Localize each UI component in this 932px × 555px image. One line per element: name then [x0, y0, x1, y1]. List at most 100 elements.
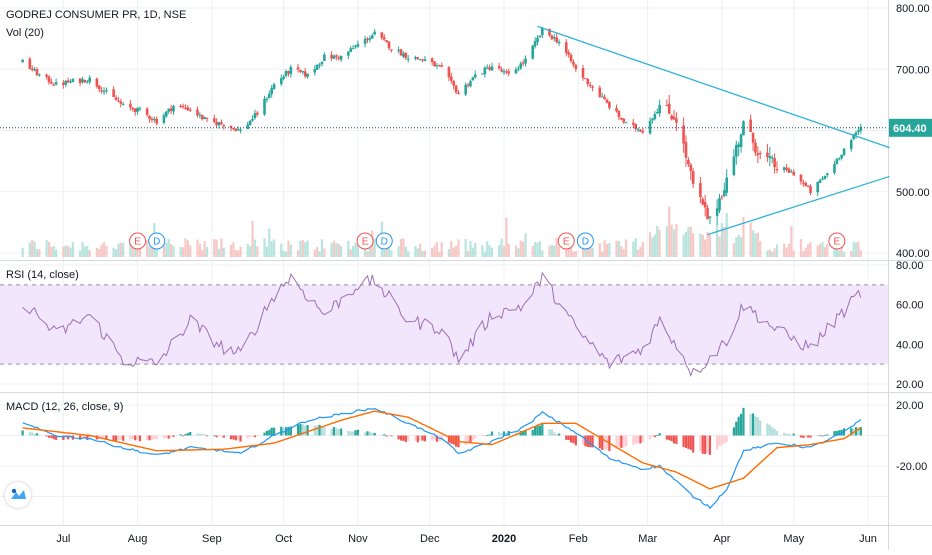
candle-body	[313, 68, 317, 73]
candle-body	[306, 73, 309, 77]
candle-body	[390, 49, 393, 51]
candle-body	[88, 77, 91, 83]
macd-histogram-bar	[670, 435, 673, 442]
event-badge-earnings[interactable]: E	[356, 232, 374, 250]
candle-body	[133, 108, 137, 113]
volume-bar	[165, 242, 168, 257]
volume-bar	[754, 233, 757, 257]
trendlines[interactable]	[537, 25, 890, 236]
volume-bar	[498, 245, 501, 257]
macd-histogram-bar	[320, 426, 324, 436]
candle-body	[179, 105, 182, 107]
candle-body	[385, 40, 388, 43]
candle-body	[588, 84, 592, 86]
candle-body	[617, 110, 621, 118]
price-axis[interactable]: 400.00500.00600.00700.00800.0020.0040.00…	[889, 3, 932, 473]
candle-body	[38, 74, 41, 76]
volume-bar	[541, 250, 544, 257]
candle-body	[615, 108, 618, 112]
candle-body	[825, 173, 829, 175]
volume-bar	[447, 248, 451, 257]
rsi-title[interactable]: RSI (14, close)	[6, 269, 79, 281]
macd-histogram-bar	[756, 417, 759, 436]
macd-histogram-bar	[807, 435, 810, 438]
candle-body	[184, 107, 187, 109]
volume-bar	[100, 244, 103, 257]
volume-bar	[306, 240, 309, 257]
macd-histogram-bar	[316, 425, 319, 436]
event-badge-earnings[interactable]: E	[557, 232, 575, 250]
volume-bar	[421, 250, 424, 257]
candle-body	[723, 190, 726, 197]
rsi-line	[22, 271, 862, 378]
candle-body	[186, 107, 190, 111]
volume-bar	[692, 233, 695, 257]
volume-bar	[557, 246, 561, 257]
candle-body	[402, 53, 405, 57]
volume-bar	[555, 237, 558, 257]
volume-bar	[373, 238, 376, 257]
volume-bar	[819, 243, 822, 257]
macd-histogram-bar	[699, 435, 702, 452]
volume-bar	[802, 251, 805, 257]
candle-body	[71, 79, 75, 82]
volume-bar	[790, 226, 793, 257]
event-badge-earnings[interactable]: E	[828, 232, 846, 250]
volume-title[interactable]: Vol (20)	[6, 27, 44, 39]
tradingview-logo-icon[interactable]	[5, 482, 31, 508]
event-badge-dividend[interactable]: D	[375, 232, 393, 250]
candle-body	[857, 130, 860, 132]
macd-histogram-bar	[203, 434, 206, 436]
macd-histogram-bar	[354, 430, 357, 436]
candle-body	[584, 78, 587, 80]
candle-body	[296, 67, 300, 70]
candle-body	[852, 134, 855, 139]
candle-body	[454, 85, 458, 93]
volume-bar	[807, 243, 810, 257]
macd-histogram-bar	[787, 433, 791, 436]
time-axis-label: 2020	[492, 533, 516, 545]
macd-histogram-bar	[387, 435, 391, 437]
volume-bar	[658, 229, 661, 257]
volume-bar	[639, 247, 642, 257]
macd-histogram-bar	[196, 433, 199, 436]
volume-bar	[565, 246, 568, 257]
candle-body	[203, 117, 206, 120]
macd-histogram-bar	[416, 435, 419, 443]
macd-histogram-bar	[407, 435, 410, 442]
macd-histogram-bar	[363, 432, 367, 436]
event-badge-earnings[interactable]: E	[129, 232, 147, 250]
macd-histogram-bar	[189, 432, 192, 436]
volume-bar	[809, 242, 812, 257]
macd-histogram-bar	[799, 435, 803, 438]
volume-bar	[83, 246, 86, 257]
candle-body	[521, 62, 525, 64]
macd-histogram-bar	[739, 413, 743, 436]
volume-bar	[502, 245, 506, 257]
volume-bar	[641, 242, 644, 257]
candle-body	[464, 84, 467, 95]
volume-bar	[454, 246, 458, 257]
candle-body	[267, 93, 271, 99]
candle-body	[335, 55, 338, 57]
time-axis-label: Feb	[569, 533, 588, 545]
macd-title[interactable]: MACD (12, 26, close, 9)	[6, 401, 124, 413]
volume-bar	[701, 234, 704, 257]
volume-bar	[821, 241, 824, 257]
volume-bar	[783, 243, 786, 257]
volume-bar	[490, 247, 494, 257]
candle-body	[665, 105, 669, 107]
time-axis[interactable]: Jul Aug Sep Oct Nov Dec 2020 Feb Mar Apr May Jun	[56, 533, 877, 545]
symbol-title[interactable]: GODREJ CONSUMER PR, 1D, NSE	[6, 9, 187, 21]
candle-body	[215, 121, 218, 126]
volume-bar	[280, 243, 283, 257]
candle-body	[768, 156, 772, 159]
event-badge-dividend[interactable]: D	[148, 232, 166, 250]
event-badge-dividend[interactable]: D	[576, 232, 594, 250]
volume-bar	[684, 232, 688, 257]
time-axis-label: Jul	[56, 533, 70, 545]
rsi-pane	[0, 271, 888, 378]
